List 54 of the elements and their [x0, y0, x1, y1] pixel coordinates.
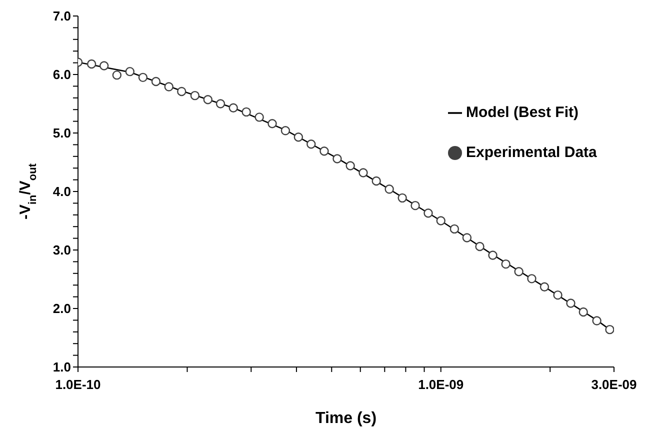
point — [488, 250, 498, 260]
y-tick-label: 6.0 — [52, 67, 71, 82]
point — [86, 59, 96, 69]
point — [280, 126, 290, 136]
point — [320, 146, 329, 156]
point — [450, 224, 460, 234]
point — [527, 274, 536, 284]
point — [346, 161, 355, 170]
y-tick-label: 2.0 — [52, 301, 71, 316]
point — [332, 154, 342, 164]
point — [228, 103, 238, 112]
y-tick-label: 5.0 — [52, 126, 71, 141]
y-tick-label: 3.0 — [52, 242, 71, 258]
point — [424, 208, 433, 218]
x-axis-title: Time (s) — [315, 410, 377, 427]
point — [294, 132, 304, 142]
point — [99, 61, 109, 70]
point — [164, 82, 174, 92]
point — [112, 70, 122, 80]
point — [592, 316, 602, 326]
point — [203, 95, 212, 104]
point — [410, 200, 420, 210]
point — [566, 298, 576, 308]
point — [216, 99, 226, 108]
point — [358, 168, 368, 178]
x-tick-label: 1.0E-10 — [55, 377, 101, 392]
point — [462, 233, 472, 242]
y-tick-label: 4.0 — [52, 184, 71, 200]
legend-label: Model (Best Fit) — [466, 104, 578, 121]
point — [501, 259, 510, 269]
point — [372, 176, 381, 186]
point — [514, 267, 524, 276]
legend-label: Experimental Data — [466, 144, 597, 161]
x-tick-label: 3.0E-09 — [591, 377, 637, 392]
point — [436, 216, 446, 226]
point — [254, 112, 264, 122]
point — [268, 119, 277, 128]
point — [138, 72, 148, 82]
x-tick-label: 1.0E-09 — [418, 377, 464, 392]
y-tick-label: 1.0 — [52, 360, 71, 375]
point — [540, 282, 550, 292]
point — [190, 90, 200, 100]
point — [306, 140, 316, 149]
point — [384, 184, 394, 194]
point — [605, 324, 614, 334]
point — [475, 242, 484, 252]
y-tick-label: 7.0 — [52, 8, 71, 24]
point — [398, 193, 407, 203]
point — [242, 107, 251, 117]
point — [553, 290, 562, 300]
point — [578, 307, 588, 317]
point — [177, 86, 186, 96]
point — [125, 66, 134, 76]
point — [151, 76, 161, 86]
